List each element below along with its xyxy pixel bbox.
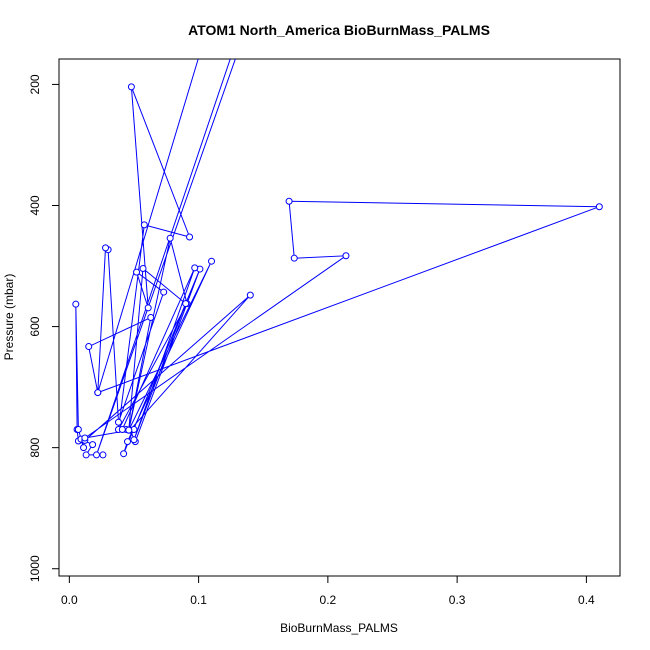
- data-point: [89, 441, 97, 449]
- data-point: [92, 451, 100, 459]
- y-axis-label: Pressure (mbar): [2, 274, 16, 361]
- data-point: [82, 451, 90, 459]
- y-tick-label: 400: [28, 195, 42, 215]
- data-point: [208, 257, 216, 265]
- x-tick-label: 0.4: [578, 593, 595, 607]
- data-point: [147, 314, 155, 321]
- data-point: [118, 425, 126, 433]
- data-point: [140, 221, 148, 229]
- data-point: [221, 39, 227, 45]
- y-tick-label: 800: [28, 437, 42, 457]
- data-point: [114, 418, 122, 426]
- y-tick-label: 1000: [28, 555, 42, 582]
- data-point: [127, 83, 135, 91]
- x-tick-label: 0.3: [449, 593, 466, 607]
- data-point: [186, 233, 194, 241]
- data-point: [220, 15, 226, 21]
- data-point: [130, 436, 138, 444]
- data-point: [342, 252, 350, 260]
- x-axis: 0.0 0.1 0.2 0.3 0.4: [61, 575, 595, 607]
- series-line: [75, 59, 600, 456]
- data-point: [290, 254, 298, 262]
- x-tick-label: 0.1: [190, 593, 207, 607]
- data-point: [166, 234, 174, 242]
- data-point: [85, 343, 93, 351]
- series-layer: [72, 15, 603, 459]
- data-point: [81, 434, 89, 442]
- x-tick-label: 0.0: [61, 593, 78, 607]
- y-tick-label: 200: [28, 74, 42, 94]
- data-point: [125, 426, 133, 434]
- y-axis: 200 400 600 800 1000: [28, 74, 60, 582]
- data-point: [246, 291, 254, 299]
- data-point: [133, 268, 141, 276]
- data-point: [595, 203, 603, 211]
- data-point: [260, 39, 266, 45]
- data-point: [74, 425, 82, 433]
- data-point: [124, 438, 132, 446]
- data-point: [267, 39, 273, 45]
- data-point: [144, 304, 152, 312]
- x-axis-label: BioBurnMass_PALMS: [280, 621, 398, 635]
- data-point: [285, 197, 293, 205]
- data-point: [72, 300, 80, 308]
- data-point: [120, 450, 128, 458]
- data-point: [80, 444, 88, 452]
- y-tick-label: 600: [28, 316, 42, 336]
- data-point: [102, 244, 110, 252]
- data-point: [191, 264, 199, 272]
- data-point: [238, 39, 244, 45]
- data-point: [246, 39, 252, 45]
- data-point: [160, 288, 168, 296]
- data-point: [234, 39, 240, 45]
- chart-title: ATOM1 North_America BioBurnMass_PALMS: [188, 22, 490, 38]
- data-point: [139, 264, 147, 272]
- x-tick-label: 0.2: [320, 593, 337, 607]
- data-point: [182, 300, 190, 308]
- data-point: [94, 389, 102, 397]
- data-point: [99, 451, 107, 459]
